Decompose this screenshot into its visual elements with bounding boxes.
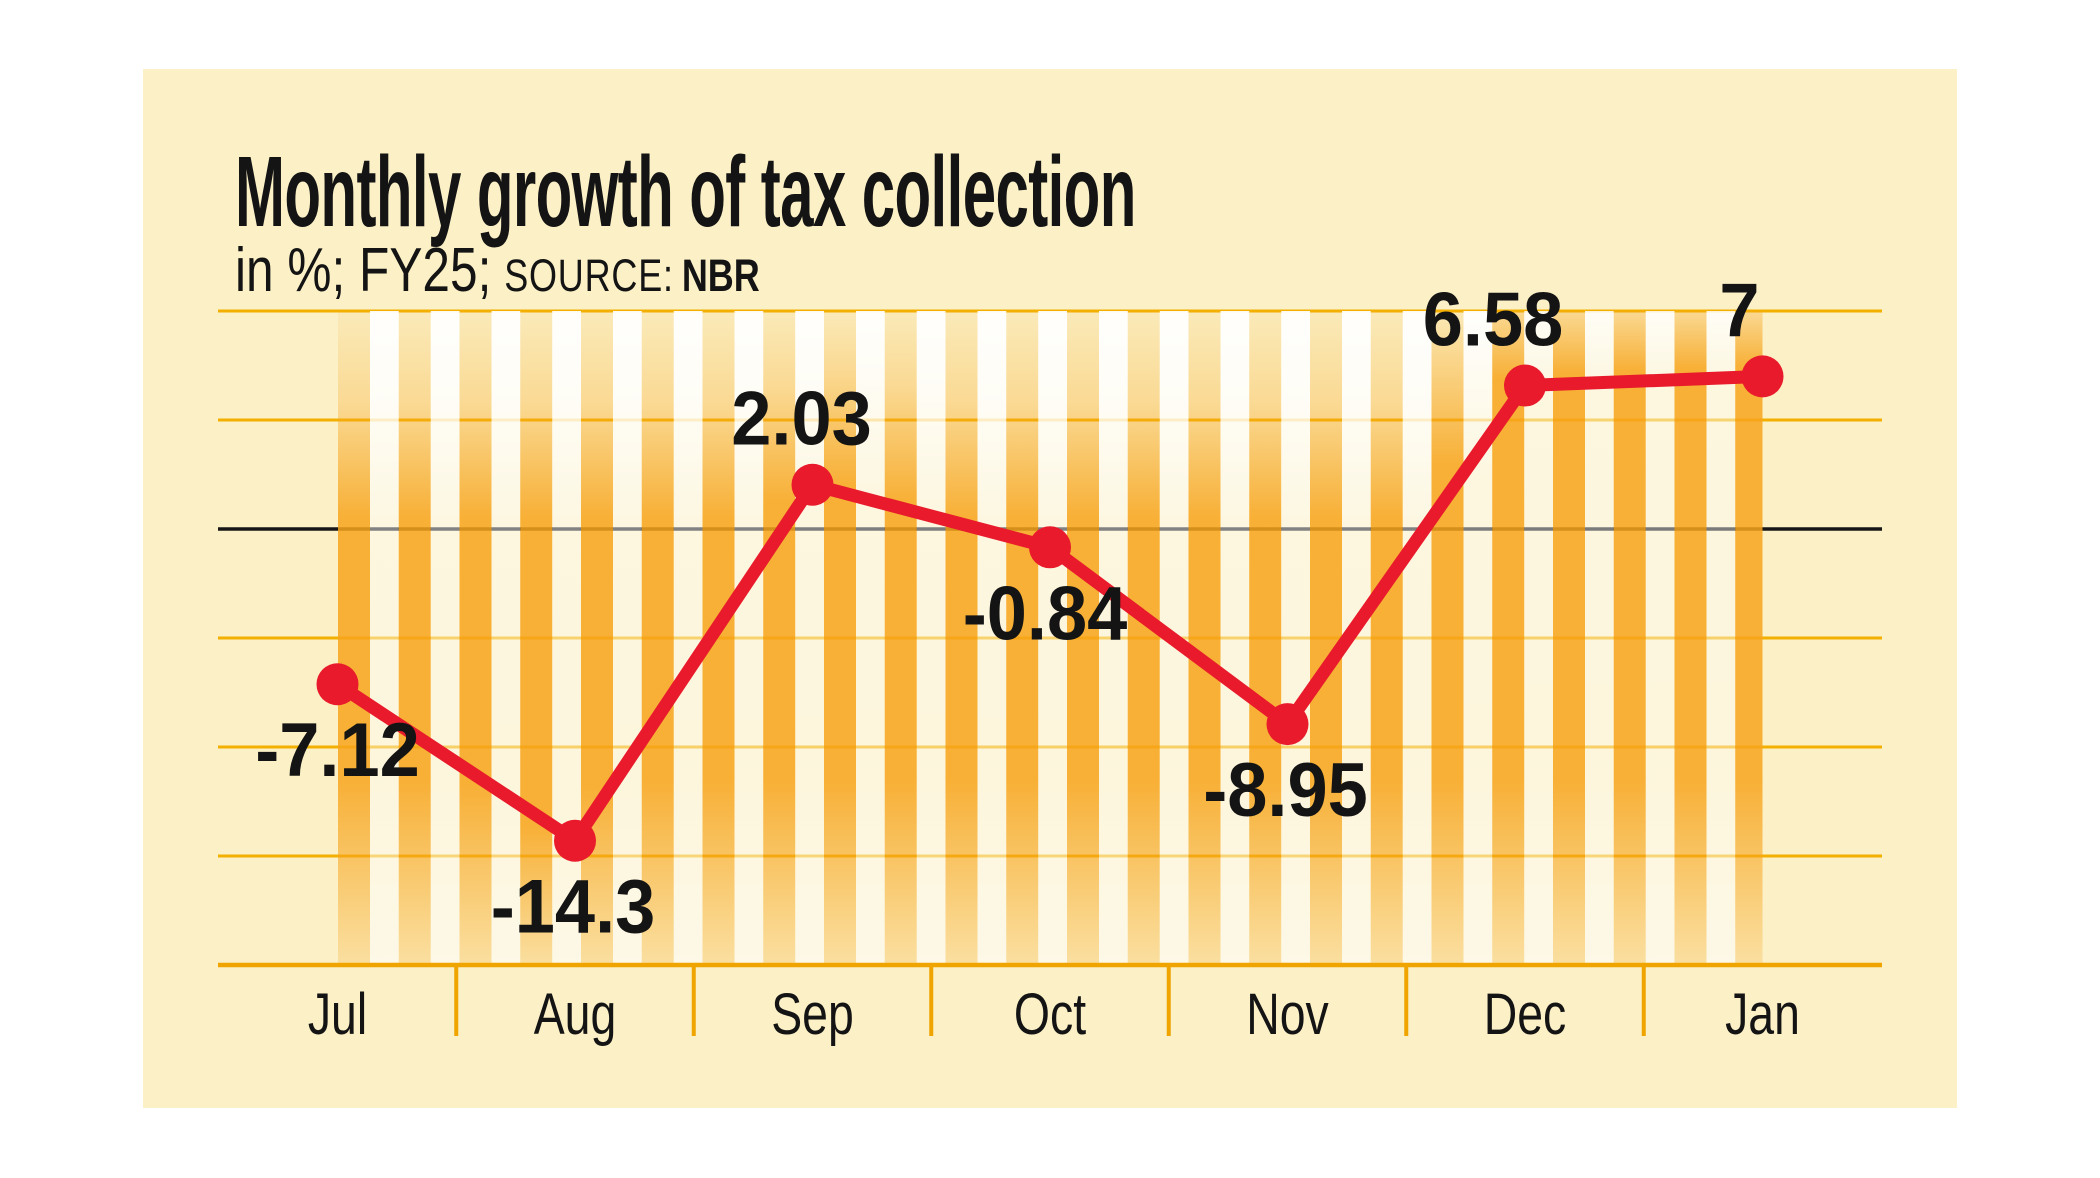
data-point-marker <box>1266 703 1309 746</box>
source-value: NBR <box>681 250 760 301</box>
data-point-marker <box>1504 364 1546 407</box>
white-stripe <box>916 311 946 965</box>
month-label: Sep <box>771 982 854 1047</box>
orange-stripe <box>1188 311 1221 965</box>
orange-stripe <box>1127 311 1160 965</box>
value-label: -0.84 <box>963 571 1128 656</box>
orange-stripe <box>763 311 796 965</box>
orange-stripe <box>1553 311 1585 965</box>
white-stripe <box>1463 311 1493 965</box>
orange-stripe <box>1370 311 1403 965</box>
chart-subtitle: in %; FY25; SOURCE: NBR <box>235 240 760 302</box>
orange-stripe <box>1249 311 1282 965</box>
orange-stripe <box>1735 311 1763 965</box>
white-stripe <box>673 311 703 965</box>
white-stripe <box>977 311 1007 965</box>
source-label: SOURCE: <box>504 250 674 301</box>
subtitle-unit-text: in %; FY25; <box>235 236 492 305</box>
month-label: Aug <box>534 982 617 1047</box>
month-label: Dec <box>1484 982 1567 1047</box>
white-stripe <box>1706 311 1736 965</box>
orange-stripe <box>884 311 917 965</box>
white-stripe <box>1524 311 1553 965</box>
stripe-fill <box>338 311 1763 965</box>
white-stripe <box>856 311 885 965</box>
orange-stripe <box>824 311 856 965</box>
x-axis <box>218 962 1882 1036</box>
value-label: -14.3 <box>491 864 656 949</box>
value-label: -8.95 <box>1203 747 1368 832</box>
data-point-marker <box>791 463 834 506</box>
white-stripe <box>795 311 824 965</box>
orange-stripe <box>338 311 370 965</box>
orange-stripe <box>945 311 978 965</box>
white-stripe <box>370 311 399 965</box>
month-label: Jul <box>308 982 367 1047</box>
orange-stripe <box>1613 311 1646 965</box>
orange-stripe <box>1006 311 1039 965</box>
value-label: 7 <box>1719 268 1759 353</box>
orange-stripe <box>1674 311 1707 965</box>
orange-stripe <box>459 311 492 965</box>
orange-stripe <box>641 311 674 965</box>
value-label: 2.03 <box>731 376 872 461</box>
value-label: 6.58 <box>1423 277 1564 362</box>
white-stripe <box>1585 311 1614 965</box>
white-stripe <box>430 311 460 965</box>
data-point-marker <box>1029 526 1071 569</box>
white-stripe <box>1220 311 1250 965</box>
data-series <box>316 355 1784 862</box>
white-stripe <box>1099 311 1128 965</box>
value-label: -7.12 <box>255 708 420 793</box>
month-labels: Jul Aug Sep Oct Nov Dec Jan <box>308 982 1800 1047</box>
orange-stripe <box>1431 311 1464 965</box>
orange-stripe <box>520 311 553 965</box>
white-stripe <box>1281 311 1310 965</box>
white-stripe <box>734 311 764 965</box>
value-labels: -7.12 -14.3 2.03 -0.84 -8.95 6.58 7 <box>255 268 1759 949</box>
data-point-marker <box>1741 355 1784 398</box>
month-label: Jan <box>1725 982 1800 1047</box>
month-label: Oct <box>1014 982 1087 1047</box>
page-title: Monthly growth of tax collection <box>235 136 1136 248</box>
month-label: Nov <box>1246 982 1329 1047</box>
white-stripe <box>491 311 521 965</box>
white-stripe <box>1038 311 1067 965</box>
orange-stripe <box>1067 311 1099 965</box>
white-stripe <box>1402 311 1432 965</box>
data-point-marker <box>554 819 596 862</box>
orange-stripe <box>1310 311 1342 965</box>
orange-stripe <box>398 311 431 965</box>
data-point-marker <box>316 663 359 706</box>
white-stripe <box>1645 311 1675 965</box>
white-stripe <box>613 311 642 965</box>
